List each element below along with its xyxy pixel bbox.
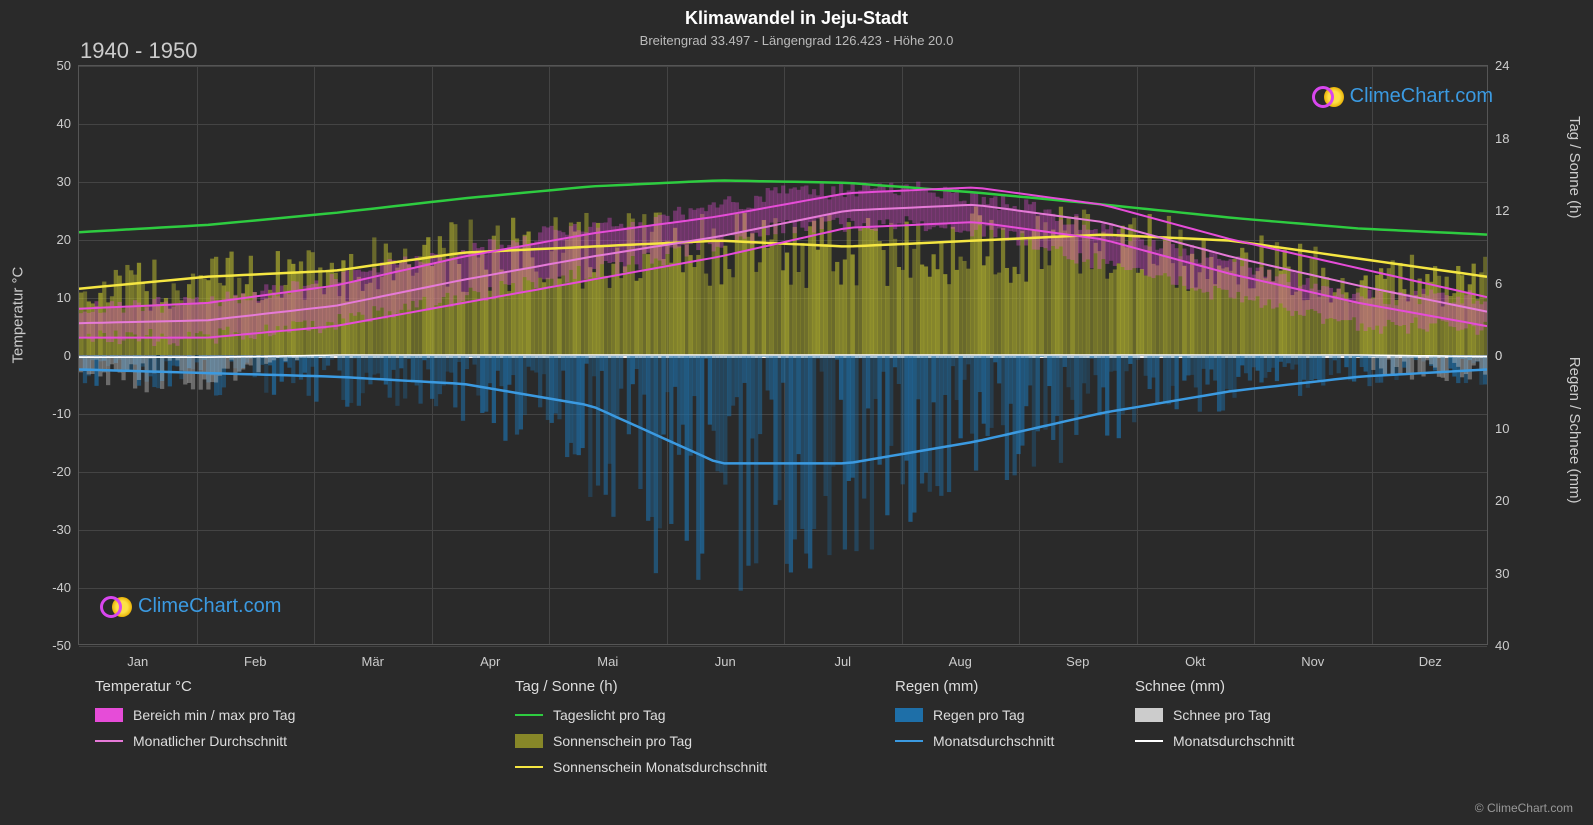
y-tick-left: -10 — [41, 406, 71, 421]
legend-label: Sonnenschein Monatsdurchschnitt — [553, 759, 767, 775]
y-tick-right-sun: 6 — [1495, 276, 1525, 291]
x-tick-month: Apr — [460, 654, 520, 669]
y-tick-left: 30 — [41, 174, 71, 189]
chart-plot-area: -50-40-30-20-100102030405006121824010203… — [78, 65, 1488, 645]
brand-text: ClimeChart.com — [138, 595, 281, 618]
x-tick-month: Mär — [343, 654, 403, 669]
x-tick-month: Dez — [1400, 654, 1460, 669]
legend-swatch — [515, 734, 543, 748]
legend-label: Regen pro Tag — [933, 707, 1025, 723]
x-tick-month: Nov — [1283, 654, 1343, 669]
legend-item: Tageslicht pro Tag — [515, 707, 767, 723]
x-tick-month: Jan — [108, 654, 168, 669]
x-tick-month: Aug — [930, 654, 990, 669]
legend-swatch — [1135, 740, 1163, 742]
legend-label: Schnee pro Tag — [1173, 707, 1271, 723]
y-tick-right-sun: 24 — [1495, 58, 1525, 73]
y-axis-right-title-rain: Regen / Schnee (mm) — [1567, 357, 1584, 504]
x-tick-month: Sep — [1048, 654, 1108, 669]
legend-label: Sonnenschein pro Tag — [553, 733, 692, 749]
y-axis-right-title-sun: Tag / Sonne (h) — [1567, 116, 1584, 219]
y-tick-right-rain: 10 — [1495, 421, 1525, 436]
legend-swatch — [95, 740, 123, 742]
legend-item: Monatsdurchschnitt — [895, 733, 1054, 749]
chart-subtitle: Breitengrad 33.497 - Längengrad 126.423 … — [0, 29, 1593, 48]
legend-item: Schnee pro Tag — [1135, 707, 1294, 723]
x-tick-month: Mai — [578, 654, 638, 669]
legend-swatch — [895, 708, 923, 722]
y-tick-right-sun: 18 — [1495, 131, 1525, 146]
legend-item: Monatsdurchschnitt — [1135, 733, 1294, 749]
chart-title: Klimawandel in Jeju-Stadt — [0, 0, 1593, 29]
y-tick-left: 20 — [41, 232, 71, 247]
y-tick-left: 0 — [41, 348, 71, 363]
legend-swatch — [895, 740, 923, 742]
y-tick-left: 10 — [41, 290, 71, 305]
brand-icon — [1312, 86, 1344, 108]
legend-label: Monatlicher Durchschnitt — [133, 733, 287, 749]
y-tick-left: 50 — [41, 58, 71, 73]
legend-label: Monatsdurchschnitt — [1173, 733, 1294, 749]
legend-swatch — [1135, 708, 1163, 722]
y-tick-right-rain: 40 — [1495, 638, 1525, 653]
y-tick-left: 40 — [41, 116, 71, 131]
legend-header: Temperatur °C — [95, 678, 295, 695]
brand-logo-top: ClimeChart.com — [1312, 85, 1493, 108]
x-tick-month: Feb — [225, 654, 285, 669]
legend-header: Schnee (mm) — [1135, 678, 1294, 695]
y-tick-right-rain: 30 — [1495, 566, 1525, 581]
legend-swatch — [95, 708, 123, 722]
x-tick-month: Okt — [1165, 654, 1225, 669]
legend-item: Monatlicher Durchschnitt — [95, 733, 295, 749]
y-tick-left: -20 — [41, 464, 71, 479]
legend-item: Sonnenschein Monatsdurchschnitt — [515, 759, 767, 775]
x-tick-month: Jun — [695, 654, 755, 669]
legend-label: Bereich min / max pro Tag — [133, 707, 295, 723]
y-tick-left: -30 — [41, 522, 71, 537]
y-tick-left: -40 — [41, 580, 71, 595]
legend-item: Regen pro Tag — [895, 707, 1054, 723]
legend-header: Tag / Sonne (h) — [515, 678, 767, 695]
y-tick-right-rain: 0 — [1495, 348, 1525, 363]
y-tick-left: -50 — [41, 638, 71, 653]
y-tick-right-rain: 20 — [1495, 493, 1525, 508]
period-label: 1940 - 1950 — [80, 38, 197, 64]
legend-item: Sonnenschein pro Tag — [515, 733, 767, 749]
legend-label: Tageslicht pro Tag — [553, 707, 666, 723]
brand-logo-bottom: ClimeChart.com — [100, 595, 281, 618]
legend-swatch — [515, 714, 543, 716]
y-tick-right-sun: 12 — [1495, 203, 1525, 218]
y-axis-left-title: Temperatur °C — [10, 267, 27, 364]
legend-label: Monatsdurchschnitt — [933, 733, 1054, 749]
brand-icon — [100, 596, 132, 618]
copyright: © ClimeChart.com — [1475, 801, 1573, 815]
legend-item: Bereich min / max pro Tag — [95, 707, 295, 723]
legend-header: Regen (mm) — [895, 678, 1054, 695]
legend-swatch — [515, 766, 543, 768]
x-tick-month: Jul — [813, 654, 873, 669]
brand-text: ClimeChart.com — [1350, 85, 1493, 108]
